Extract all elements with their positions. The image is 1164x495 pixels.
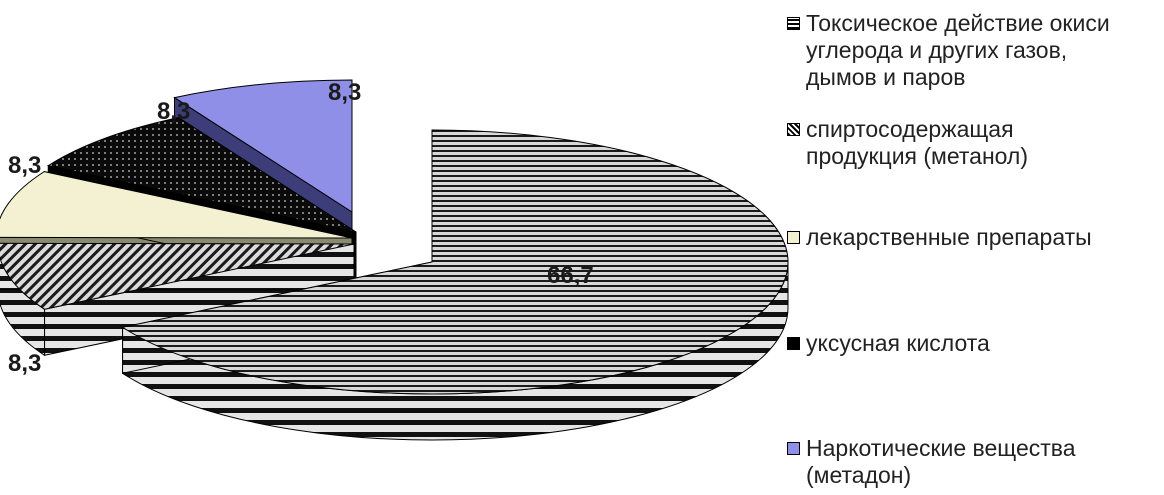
slice-toxic-gases [121,129,789,395]
legend-label: лекарственные препараты [806,224,1157,251]
data-label-medicines: 8,3 [8,152,42,179]
legend-label-line: лекарственные препараты [806,224,1092,250]
legend-label: уксусная кислота [806,330,1157,357]
data-label-methanol: 8,3 [8,350,42,377]
legend-label-line: спиртосодержащая [806,116,1014,142]
legend-swatch [787,442,800,455]
legend-label: Токсическое действие окиси углерода и дру… [806,10,1157,91]
legend-label: спиртосодержащая продукция (метанол) [806,116,1157,170]
legend-item-medicines: лекарственные препараты [787,224,1157,251]
legend-item-acetic-acid: уксусная кислота [787,330,1157,357]
legend-label: Наркотические вещества (метадон) [806,435,1157,489]
legend-label-line: (метадон) [806,462,912,488]
data-label-toxic-gases: 66,7 [547,262,594,289]
legend-label-line: уксусная кислота [806,330,990,356]
legend-swatch [787,17,800,30]
slice-narcotics [173,79,353,213]
legend-item-toxic-gases: Токсическое действие окиси углерода и дру… [787,10,1157,91]
legend-label-line: продукция (метанол) [806,143,1029,169]
slice-medicines [0,171,353,239]
data-label-narcotics: 8,3 [328,79,362,106]
legend-label-line: Наркотические вещества [806,435,1076,461]
legend-swatch [787,337,800,350]
data-label-acetic-acid: 8,3 [157,98,191,125]
legend-swatch [787,231,800,244]
legend-swatch [787,123,800,136]
legend-item-methanol: спиртосодержащая продукция (метанол) [787,116,1157,170]
legend-label-line: дымов и паров [806,64,966,90]
legend-label-line: углерода и других газов, [806,37,1068,63]
legend-label-line: Токсическое действие окиси [806,10,1110,36]
slice-acetic-acid [46,117,357,233]
slice-methanol [0,242,355,310]
legend-item-narcotics: Наркотические вещества (метадон) [787,435,1157,489]
